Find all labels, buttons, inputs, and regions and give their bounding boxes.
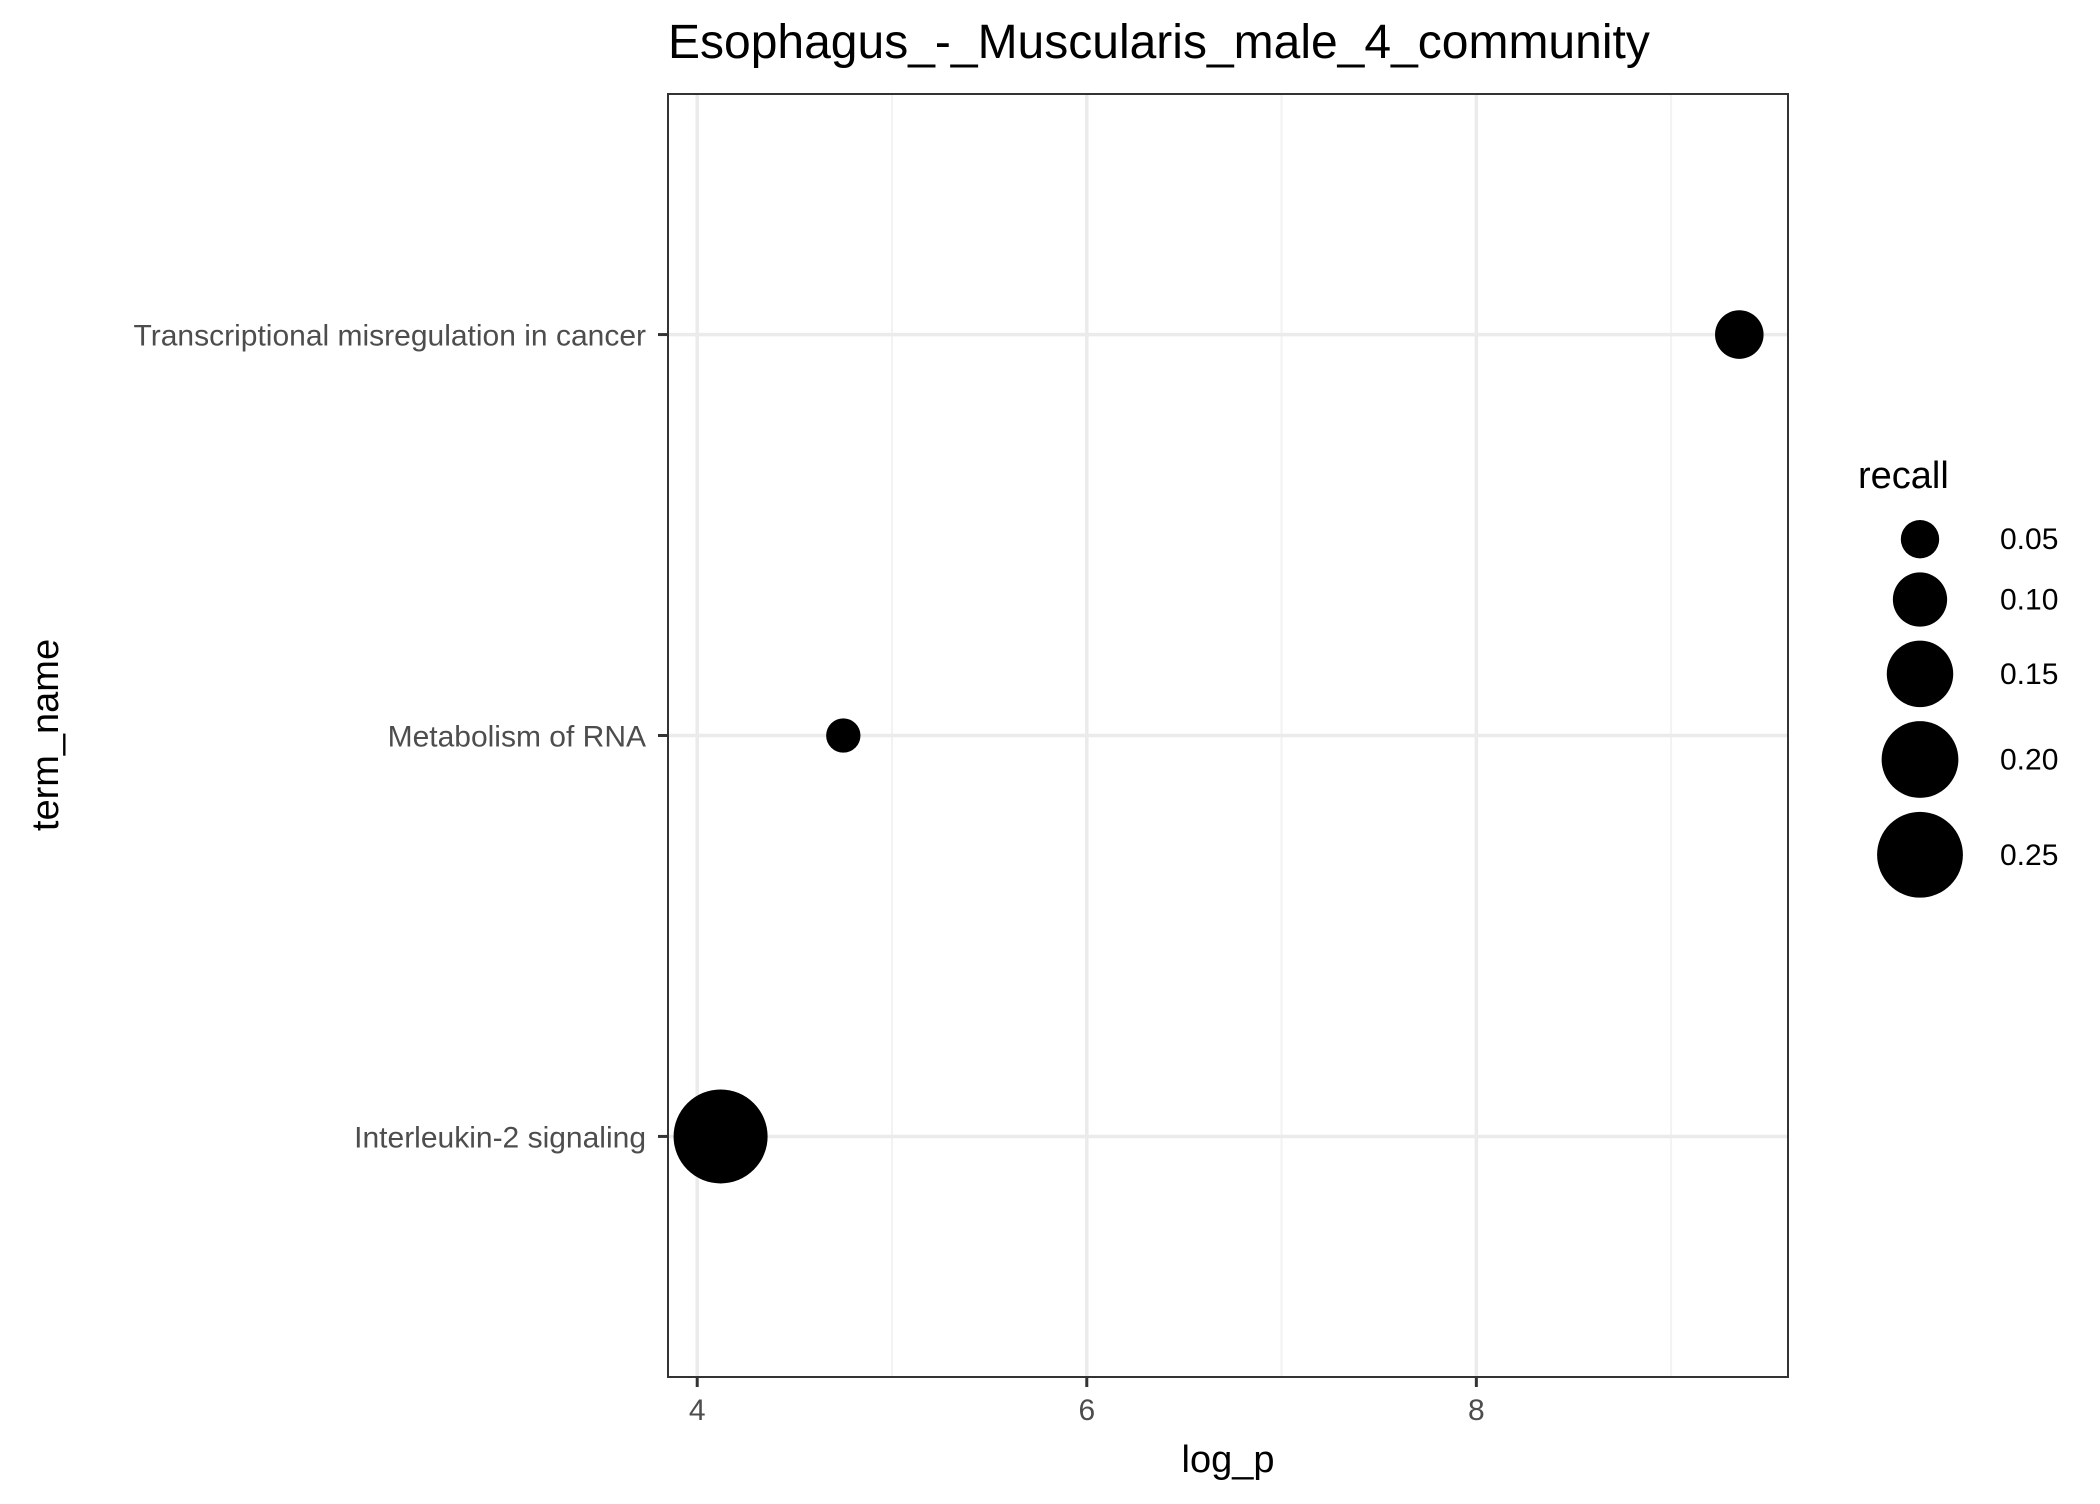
size-legend: recall 0.05 0.10 0.15 0.20 0.25: [1858, 455, 2058, 898]
y-axis-title: term_name: [25, 639, 67, 831]
data-point: [826, 718, 861, 753]
legend-key-circle: [1886, 640, 1954, 708]
data-point: [673, 1089, 768, 1184]
x-axis-title: log_p: [1182, 1439, 1275, 1481]
legend-key-label: 0.10: [2000, 584, 2058, 617]
x-tick-label: 8: [1468, 1394, 1485, 1427]
legend-key-circle: [1892, 572, 1948, 627]
data-point: [1715, 310, 1764, 359]
x-tick-label: 4: [689, 1394, 706, 1427]
legend-key-circle: [1877, 811, 1963, 898]
y-tick-label: Transcriptional misregulation in cancer: [134, 320, 646, 353]
legend-key-label: 0.25: [2000, 839, 2058, 872]
legend-key-label: 0.15: [2000, 658, 2058, 691]
legend-title: recall: [1858, 455, 1949, 497]
axis-layer: 4 6 8 Interleukin-2 signaling Metabolism of …: [134, 320, 1485, 1427]
x-tick-label: 6: [1078, 1394, 1095, 1427]
legend-items: 0.05 0.10 0.15 0.20 0.25: [1877, 520, 2058, 898]
legend-key-circle: [1900, 520, 1940, 559]
points-layer: [673, 310, 1764, 1184]
y-tick-label: Interleukin-2 signaling: [354, 1121, 646, 1154]
chart-title: Esophagus_-_Muscularis_male_4_community: [668, 16, 1650, 69]
y-tick-label: Metabolism of RNA: [388, 721, 646, 754]
legend-key-circle: [1881, 721, 1959, 798]
legend-key-label: 0.20: [2000, 743, 2058, 776]
grid-layer: [668, 94, 1788, 1377]
legend-key-label: 0.05: [2000, 523, 2058, 556]
